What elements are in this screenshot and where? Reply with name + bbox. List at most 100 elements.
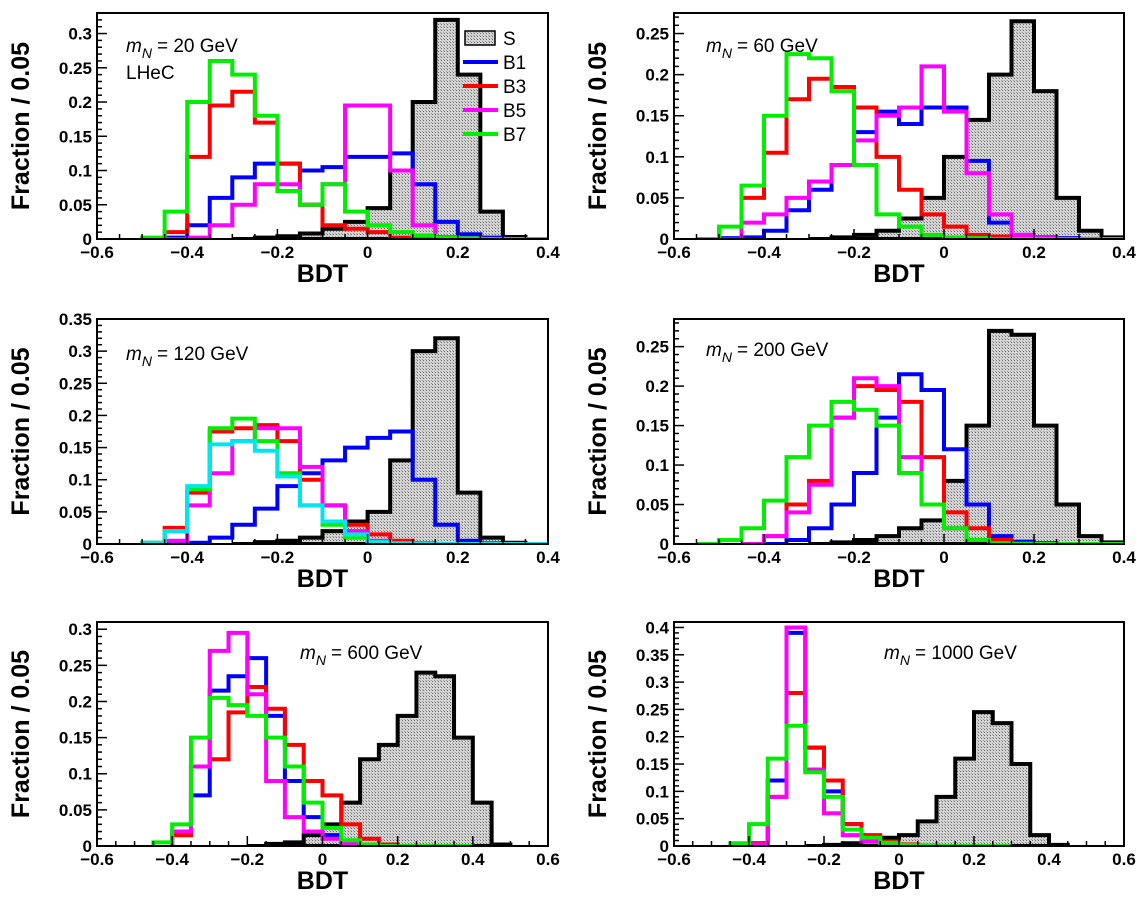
y-axis-title: Fraction / 0.05: [7, 42, 35, 210]
x-tick-label: −0.6: [657, 243, 691, 262]
mass-annotation: mN = 20 GeV: [126, 36, 238, 61]
chart-panel-2: −0.6 −0.4 −0.2 0 0.2 0.4 0 0.05 0.1 0.15 0.2 0.25 BD…: [584, 12, 1136, 288]
x-tick-label: 0: [318, 850, 327, 869]
y-tick-label: 0.35: [59, 310, 92, 329]
series-b5-histogram: [170, 630, 473, 846]
chart-panel-3: −0.6 −0.4 −0.2 0 0.2 0.4 0 0.05 0.1 0.15 0.2 0.25 0.…: [7, 310, 560, 593]
legend-item-b5: B5: [463, 101, 526, 122]
legend-item-s: S: [464, 29, 516, 50]
x-tick-label: −0.2: [837, 243, 871, 262]
x-tick-label: 0.4: [1037, 850, 1061, 869]
y-tick-label: 0.1: [645, 456, 669, 475]
y-tick-label: 0.05: [636, 496, 669, 515]
y-tick-label: 0.05: [636, 189, 669, 208]
x-tick-label: −0.6: [80, 243, 114, 262]
y-tick-label: 0: [660, 230, 669, 249]
y-tick-label: 0.1: [68, 765, 92, 784]
x-tick-label: 0.6: [1112, 850, 1136, 869]
series-b7-histogram: [696, 52, 1124, 239]
y-axis-title: Fraction / 0.05: [7, 347, 35, 515]
x-axis-title: BDT: [297, 867, 348, 895]
series-s-histogram: [247, 670, 513, 846]
legend-item-b1: B1: [463, 53, 526, 74]
x-tick-label: 0.2: [962, 850, 986, 869]
legend-label: B3: [503, 77, 526, 98]
x-tick-label: −0.2: [837, 548, 871, 567]
legend-item-b3: B3: [463, 77, 526, 98]
y-tick-label: 0: [660, 837, 669, 856]
series-extra5-histogram: [140, 439, 548, 544]
x-tick-label: 0.2: [386, 850, 410, 869]
y-tick-label: 0.05: [59, 503, 92, 522]
y-tick-label: 0.2: [645, 728, 669, 747]
x-tick-label: 0: [894, 850, 903, 869]
mass-subscript: N: [722, 349, 733, 365]
y-tick-label: 0.2: [68, 692, 92, 711]
y-tick-label: 0.15: [59, 127, 92, 146]
x-axis-title: BDT: [297, 260, 348, 288]
chart-panel-5: −0.6 −0.4 −0.2 0 0.2 0.4 0.6 0 0.05 0.1 0.15 0.2 0.2…: [7, 620, 560, 895]
x-tick-label: 0.4: [1112, 548, 1136, 567]
legend: S B1 B3 B5 B7: [463, 29, 526, 146]
x-tick-label: −0.4: [732, 850, 766, 869]
x-tick-label: 0.4: [536, 548, 560, 567]
y-tick-label: 0.15: [636, 107, 669, 126]
legend-label: B5: [503, 101, 526, 122]
legend-label: S: [503, 29, 516, 50]
mass-subscript: N: [142, 45, 153, 61]
y-tick-label: 0: [83, 230, 92, 249]
x-tick-label: 0: [939, 548, 948, 567]
plot-area: [696, 328, 1124, 544]
y-tick-label: 0.25: [636, 25, 669, 44]
y-tick-label: 0.25: [636, 700, 669, 719]
mass-subscript: N: [316, 652, 327, 668]
x-tick-label: −0.4: [170, 243, 204, 262]
x-tick-label: −0.4: [170, 548, 204, 567]
y-tick-label: 0.15: [636, 417, 669, 436]
y-tick-label: 0.3: [68, 342, 92, 361]
y-tick-label: 0.3: [645, 673, 669, 692]
legend-swatch: [464, 30, 496, 46]
y-tick-label: 0.4: [645, 618, 669, 637]
series-s-histogram: [232, 336, 528, 544]
mass-symbol: m: [706, 36, 722, 57]
mass-value: = 1000 GeV: [915, 643, 1017, 664]
x-tick-label: −0.6: [657, 850, 691, 869]
mass-annotation: mN = 60 GeV: [706, 36, 818, 61]
series-b5-histogram: [741, 376, 1124, 544]
x-tick-label: 0.4: [461, 850, 485, 869]
y-tick-label: 0.25: [59, 656, 92, 675]
mass-subscript: N: [900, 652, 911, 668]
x-tick-label: −0.2: [807, 850, 841, 869]
y-tick-label: 0: [83, 535, 92, 554]
series-s-histogram: [809, 328, 1124, 544]
x-tick-label: −0.6: [80, 850, 114, 869]
mass-annotation: mN = 120 GeV: [126, 344, 249, 369]
x-tick-label: −0.4: [747, 548, 781, 567]
y-tick-label: 0.2: [68, 406, 92, 425]
y-tick-label: 0.1: [645, 148, 669, 167]
x-tick-label: −0.4: [747, 243, 781, 262]
y-tick-label: 0: [83, 837, 92, 856]
mass-value: = 60 GeV: [737, 36, 818, 57]
y-tick-label: 0.05: [59, 801, 92, 820]
x-tick-label: −0.2: [261, 548, 295, 567]
mass-subscript: N: [142, 353, 153, 369]
x-tick-label: 0: [363, 243, 372, 262]
y-tick-label: 0.35: [636, 646, 669, 665]
series-s-histogram: [805, 710, 1070, 846]
y-tick-label: 0: [660, 535, 669, 554]
x-tick-label: 0.6: [536, 850, 560, 869]
y-tick-label: 0.05: [636, 810, 669, 829]
y-tick-label: 0.25: [59, 59, 92, 78]
mass-annotation: mN = 1000 GeV: [884, 643, 1017, 668]
mass-symbol: m: [884, 643, 900, 664]
x-tick-label: −0.6: [657, 548, 691, 567]
legend-label: B7: [503, 125, 526, 146]
y-tick-label: 0.25: [59, 374, 92, 393]
y-tick-label: 0.15: [59, 729, 92, 748]
y-tick-label: 0.1: [68, 471, 92, 490]
y-tick-label: 0.3: [68, 25, 92, 44]
x-axis-title: BDT: [873, 260, 924, 288]
